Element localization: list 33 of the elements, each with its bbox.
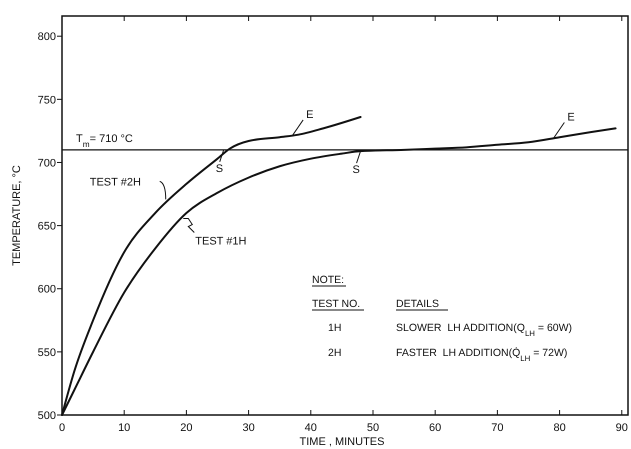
annotation: E — [567, 111, 575, 124]
x-tick-label: 50 — [366, 422, 380, 434]
annotation: E — [306, 108, 314, 121]
y-axis-title: TEMPERATURE, °C — [11, 165, 23, 266]
x-tick-label: 10 — [118, 422, 130, 434]
y-tick-label: 650 — [38, 220, 56, 233]
x-tick-label: 80 — [553, 422, 566, 434]
y-tick-label: 550 — [38, 346, 56, 359]
x-tick-label: 60 — [429, 422, 442, 434]
annotation: SLOWER LH ADDITION(Q$_{LH}$ = 60W) — [396, 322, 572, 338]
annotation: 1H — [328, 322, 342, 334]
x-tick-label: 0 — [58, 422, 66, 434]
x-tick-label: 20 — [180, 422, 193, 434]
annotation: TEST NO. — [312, 298, 360, 310]
legend-label: TEST #1H — [195, 236, 246, 248]
y-tick-label: 500 — [38, 410, 56, 422]
x-tick-label: 30 — [242, 422, 255, 434]
y-tick-label: 750 — [38, 94, 56, 106]
x-axis-title: TIME , MINUTES — [300, 436, 384, 448]
annotation: S — [352, 164, 360, 176]
x-tick-label: 70 — [491, 422, 504, 434]
text: TEST #2H — [90, 176, 141, 188]
annotation: FASTER LH ADDITION(Q̇$_{LH}$ = 72W) — [396, 346, 568, 362]
y-tick-label: 600 — [38, 284, 56, 296]
annotation: 2H — [328, 347, 342, 359]
x-tick-label: 40 — [304, 422, 317, 434]
y-tick-label: 800 — [38, 31, 56, 44]
annotation: NOTE: — [312, 274, 344, 286]
y-tick-label: 700 — [38, 157, 56, 170]
ref-line-label: T$_{m}$= 710 °C — [76, 132, 133, 148]
annotation: S — [216, 162, 224, 175]
annotation: DETAILS — [396, 298, 439, 310]
x-tick-label: 90 — [616, 422, 628, 434]
